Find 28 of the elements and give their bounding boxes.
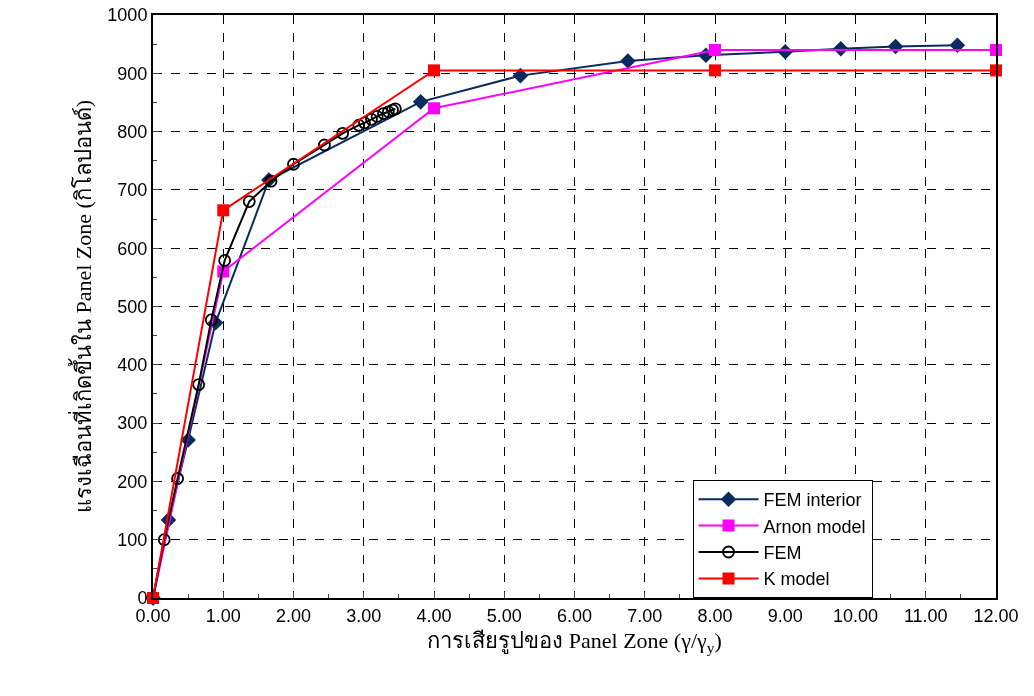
- x-tick-label: 4.00: [416, 605, 452, 626]
- x-tick-label: 6.00: [556, 605, 593, 626]
- x-tick-label: 11.00: [903, 605, 948, 626]
- x-tick-label: 8.00: [697, 605, 733, 626]
- x-tick-label: 3.00: [346, 605, 382, 626]
- legend-label: FEM interior: [763, 490, 862, 511]
- x-tick-label: 2.00: [275, 605, 312, 626]
- y-tick-label: 600: [117, 238, 148, 259]
- x-tick-label: 1.00: [205, 605, 241, 626]
- x-tick-label: 12.00: [973, 605, 1019, 626]
- legend-label: Arnon model: [763, 516, 866, 537]
- y-tick-label: 700: [117, 180, 148, 201]
- y-tick-label: 400: [117, 355, 148, 376]
- y-tick-label: 300: [117, 413, 148, 434]
- x-tick-label: 7.00: [627, 605, 663, 626]
- y-tick-label: 1000: [107, 5, 148, 26]
- y-tick-label: 900: [117, 63, 148, 84]
- x-tick-label: 10.00: [832, 605, 879, 626]
- y-axis-title: แรงเฉือนที่เกิดขึ้นใน Panel Zone (กิโลปอนด์): [67, 99, 96, 514]
- legend-label: K model: [763, 569, 830, 590]
- x-tick-label: 5.00: [486, 605, 522, 626]
- x-tick-label: 9.00: [767, 605, 803, 626]
- y-tick-label: 500: [117, 296, 148, 317]
- y-tick-label: 200: [117, 471, 148, 492]
- y-tick-label: 800: [117, 121, 148, 142]
- y-tick-label: 100: [117, 530, 148, 550]
- x-axis-title: การเสียรูปของ Panel Zone (γ/γ$_{y}$): [427, 628, 722, 656]
- legend-label: FEM: [763, 543, 802, 564]
